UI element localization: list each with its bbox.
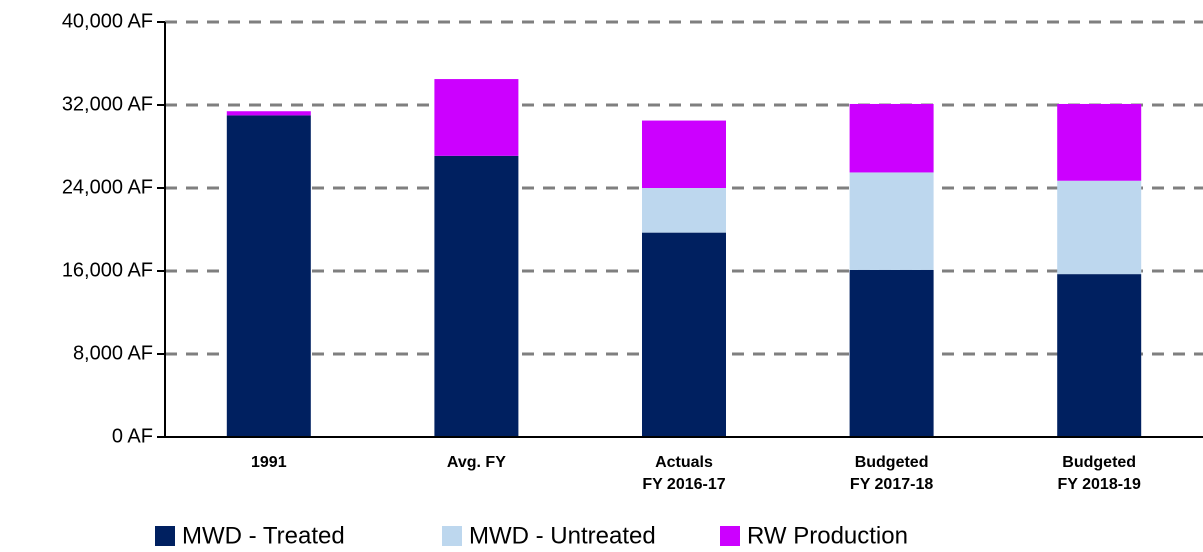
bar-segment: [642, 120, 726, 188]
legend-swatch: [720, 526, 740, 546]
legend-label: RW Production: [747, 522, 908, 549]
bar-segment: [642, 232, 726, 437]
bar-segment: [849, 103, 934, 173]
bar-segment: [642, 188, 726, 233]
x-tick-label: Budgeted FY 2017-18: [850, 454, 933, 493]
bar-segment: [226, 115, 311, 437]
y-tick-label: 16,000 AF: [62, 259, 153, 281]
bar-segment: [1057, 274, 1142, 437]
legend-swatch: [442, 526, 462, 546]
x-tick-label: Budgeted FY 2018-19: [1058, 454, 1141, 493]
legend-label: MWD - Untreated: [469, 522, 656, 549]
bar-segment: [1057, 180, 1142, 275]
y-tick-label: 40,000 AF: [62, 10, 153, 32]
legend-label: MWD - Treated: [182, 522, 345, 549]
y-tick-label: 32,000 AF: [62, 93, 153, 115]
y-tick-label: 0 AF: [112, 425, 153, 447]
bar-segment: [849, 172, 934, 270]
bar-segment: [849, 269, 934, 437]
legend-swatch: [155, 526, 175, 546]
bar-segment: [434, 155, 519, 437]
x-tick-label: Avg. FY: [447, 454, 506, 471]
x-tick-label: Actuals FY 2016-17: [642, 454, 725, 493]
x-tick-label: 1991: [251, 454, 287, 471]
bar-segment: [434, 79, 519, 156]
bar-segment: [226, 111, 311, 116]
y-tick-label: 8,000 AF: [73, 342, 153, 364]
bar-segment: [1057, 103, 1142, 181]
y-tick-label: 24,000 AF: [62, 176, 153, 198]
